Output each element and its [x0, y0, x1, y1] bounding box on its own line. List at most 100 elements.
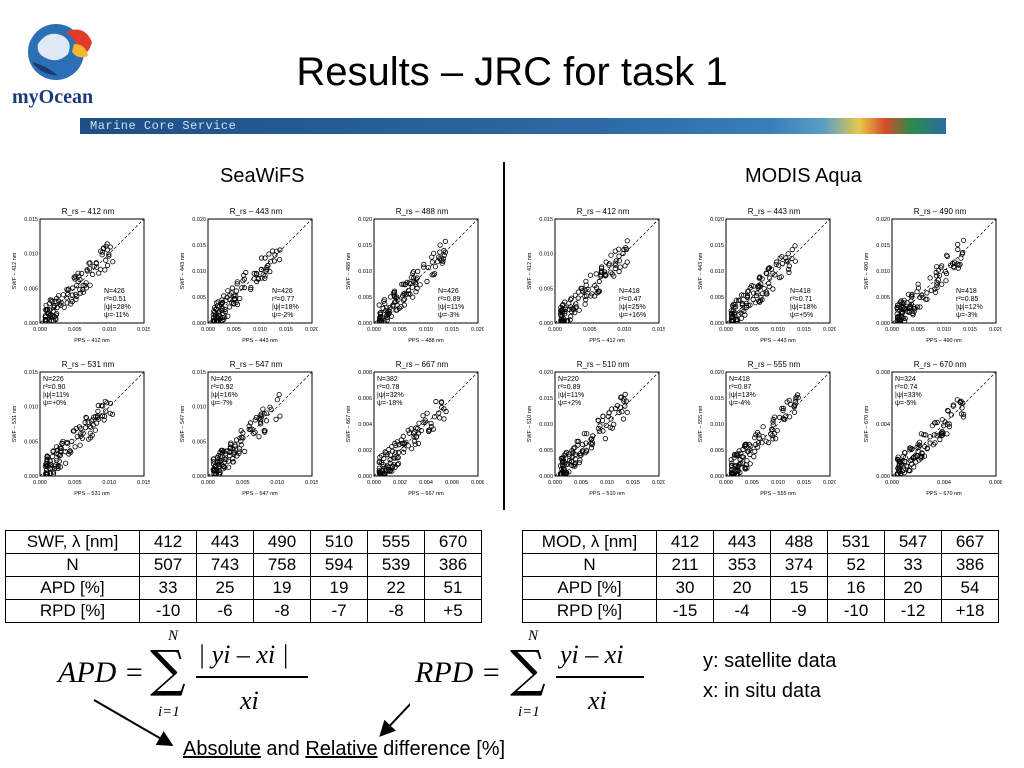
- scatter-point: [92, 427, 98, 433]
- table-row: RPD [%] -15 -4 -9 -10 -12 +18: [522, 599, 999, 623]
- scatter-point: [756, 432, 762, 438]
- scatter-point: [958, 400, 964, 406]
- panel-stat: |ψ|=18%: [272, 304, 299, 311]
- scatter-point: [624, 409, 630, 416]
- scatter-point: [68, 449, 74, 455]
- scatter-point: [384, 309, 391, 316]
- scatter-point: [894, 304, 900, 311]
- scatter-point: [258, 414, 265, 420]
- scatter-point: [43, 318, 49, 324]
- scatter-point: [915, 281, 921, 287]
- scatter-point: [754, 444, 761, 450]
- scatter-point: [214, 318, 220, 324]
- y-tick-label: 0.006: [358, 396, 372, 402]
- y-tick-label: 0.015: [192, 243, 206, 249]
- y-tick-label: 0.005: [710, 448, 724, 454]
- scatter-point: [731, 304, 737, 310]
- scatter-point: [919, 450, 925, 456]
- apd-denominator: xi: [240, 686, 259, 715]
- scatter-point: [751, 454, 757, 460]
- scatter-point: [106, 251, 112, 257]
- scatter-point: [606, 262, 612, 268]
- scatter-point: [54, 305, 60, 311]
- scatter-point: [774, 259, 780, 265]
- scatter-point: [77, 290, 84, 296]
- x-tick-label: 0.010: [102, 327, 116, 333]
- scatter-point: [82, 282, 88, 289]
- scatter-point: [410, 294, 416, 300]
- scatter-point: [756, 275, 762, 281]
- scatter-point: [406, 430, 413, 436]
- x-tick-label: 0.000: [719, 480, 733, 486]
- scatter-point: [582, 301, 588, 307]
- x-tick-label: 0.010: [253, 327, 267, 333]
- scatter-point: [376, 468, 382, 474]
- scatter-plot: R_rs – 555 nm 0.000 0.005 0.010 0.015 0.020 0.…: [698, 360, 836, 497]
- scatter-point: [84, 267, 90, 273]
- scatter-point: [920, 294, 926, 301]
- table-cell: 531: [827, 530, 885, 554]
- scatter-point: [436, 410, 442, 416]
- x-tick-label: 0.005: [574, 480, 588, 486]
- scatter-point: [225, 288, 231, 294]
- table-cell: 594: [310, 553, 368, 577]
- scatter-point: [756, 435, 762, 441]
- y-tick-label: 0.000: [358, 321, 372, 327]
- scatter-point: [927, 434, 933, 440]
- scatter-point: [779, 405, 785, 412]
- scatter-panel: R_rs – 547 nm 0.000 0.005 0.010 0.015 0.000 0.…: [178, 358, 318, 498]
- scatter-point: [619, 409, 625, 415]
- y-tick-label: 0.020: [192, 217, 206, 223]
- banner-bar: [80, 118, 946, 134]
- scatter-point: [609, 271, 615, 277]
- scatter-point: [276, 391, 282, 398]
- scatter-point: [104, 400, 110, 406]
- scatter-point: [566, 306, 572, 312]
- scatter-point: [617, 264, 623, 270]
- panel-title: R_rs – 547 nm: [230, 360, 283, 369]
- scatter-point: [411, 279, 417, 285]
- scatter-point: [72, 273, 78, 280]
- scatter-panel: R_rs – 443 nm 0.000 0.005 0.010 0.015 0.020 0.…: [696, 205, 836, 345]
- scatter-point: [58, 445, 64, 452]
- scatter-point: [739, 460, 746, 466]
- scatter-point: [909, 291, 915, 297]
- scatter-point: [434, 259, 441, 265]
- scatter-point: [246, 423, 252, 429]
- scatter-point: [759, 276, 765, 282]
- y-tick-label: 0.000: [358, 474, 372, 480]
- scatter-point: [98, 402, 105, 409]
- scatter-point: [773, 436, 779, 442]
- scatter-point: [234, 453, 240, 459]
- scatter-point: [559, 466, 565, 472]
- scatter-point: [789, 246, 795, 253]
- scatter-point: [240, 278, 246, 284]
- scatter-point: [379, 470, 385, 476]
- table-cell: 547: [884, 530, 942, 554]
- scatter-point: [210, 459, 216, 465]
- scatter-point: [594, 290, 600, 296]
- y-tick-label: 0.005: [192, 295, 206, 301]
- x-axis-label: PPS – 670 nm: [926, 491, 962, 497]
- table-cell: 16: [827, 576, 885, 600]
- scatter-point: [274, 397, 281, 403]
- scatter-point: [607, 424, 613, 430]
- scatter-point: [783, 413, 789, 419]
- panel-stat: N=426: [272, 288, 293, 295]
- scatter-point: [442, 238, 449, 245]
- scatter-point: [916, 442, 923, 449]
- table-cell: 54: [941, 576, 999, 600]
- scatter-point: [757, 299, 763, 305]
- scatter-point: [60, 292, 66, 298]
- table-cell: -9: [770, 599, 828, 623]
- scatter-point: [87, 423, 93, 429]
- x-tick-label: 0.015: [963, 327, 977, 333]
- table-cell: -8: [253, 599, 311, 623]
- table-row: MOD, λ [nm] 412 443 488 531 547 667: [522, 530, 999, 554]
- y-axis-label: SWF – 490 nm: [864, 252, 870, 289]
- scatter-point: [386, 446, 392, 453]
- scatter-point: [605, 413, 612, 420]
- scatter-point: [214, 303, 221, 309]
- scatter-point: [376, 459, 382, 466]
- scatter-point: [266, 251, 272, 257]
